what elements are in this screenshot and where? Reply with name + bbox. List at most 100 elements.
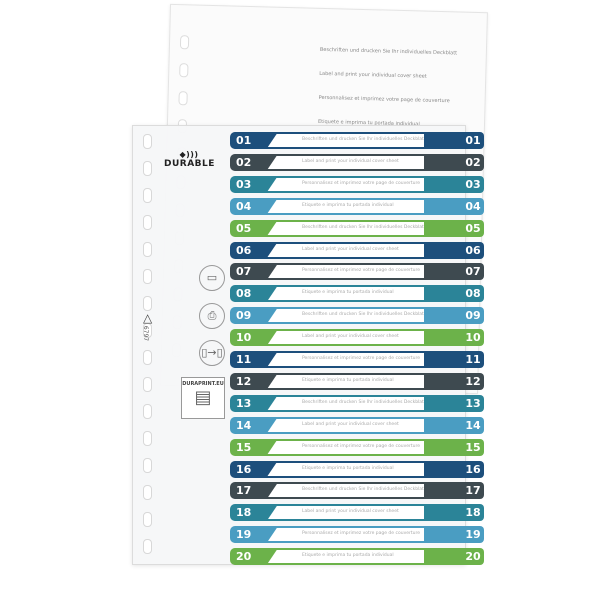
tab-color-block	[424, 197, 462, 215]
divider-tab-04[interactable]: 04 Etiquete e imprima tu portada individ…	[230, 197, 462, 215]
tab-color-block	[424, 153, 462, 171]
punch-hole	[143, 431, 152, 446]
side-tab-19[interactable]: 19	[462, 526, 484, 544]
tab-color-block	[424, 263, 462, 281]
tab-number: 02	[232, 153, 278, 171]
punch-hole	[143, 350, 152, 365]
side-tab-17[interactable]: 17	[462, 482, 484, 500]
punch-hole	[143, 404, 152, 419]
tab-number: 20	[232, 548, 278, 566]
tab-number: 08	[232, 285, 278, 303]
divider-tab-11[interactable]: 11 Personnalisez et imprimez votre page …	[230, 351, 462, 368]
insert-sheet-icon: ▯→▯	[199, 340, 225, 366]
side-tab-11[interactable]: 11	[462, 351, 484, 368]
tab-number: 07	[232, 263, 278, 281]
tab-color-block	[424, 548, 462, 566]
side-tab-18[interactable]: 18	[462, 504, 484, 522]
divider-tab-18[interactable]: 18 Label and print your individual cover…	[230, 504, 462, 522]
tab-number: 18	[232, 504, 278, 522]
recycle-icon: △	[143, 311, 153, 325]
side-tab-08[interactable]: 08	[462, 285, 484, 303]
side-tab-05[interactable]: 05	[462, 219, 484, 237]
side-tab-20[interactable]: 20	[462, 548, 484, 566]
laptop-icon: ▤	[194, 387, 212, 408]
tab-color-block	[424, 329, 462, 347]
website: DURAPRINT.EU	[182, 381, 224, 387]
divider-tab-20[interactable]: 20 Etiquete e imprima tu portada individ…	[230, 548, 462, 566]
side-tab-07[interactable]: 07	[462, 263, 484, 281]
divider-tab-13[interactable]: 13 Beschriften und drucken Sie Ihr indiv…	[230, 394, 462, 412]
tab-number: 06	[232, 241, 278, 259]
tab-cover-text: Personnalisez et imprimez votre page de …	[302, 356, 420, 361]
divider-tab-14[interactable]: 14 Label and print your individual cover…	[230, 416, 462, 434]
punch-hole	[178, 91, 188, 106]
tab-number: 12	[232, 372, 278, 390]
punch-hole	[143, 323, 152, 338]
divider-tab-19[interactable]: 19 Personnalisez et imprimez votre page …	[230, 526, 462, 544]
side-tab-15[interactable]: 15	[462, 438, 484, 456]
tab-color-block	[424, 241, 462, 259]
tab-cover-text: Personnalisez et imprimez votre page de …	[302, 443, 420, 449]
tab-number: 10	[232, 329, 278, 347]
divider-tab-17[interactable]: 17 Beschriften und drucken Sie Ihr indiv…	[230, 482, 462, 500]
divider-tab-09[interactable]: 09 Beschriften und drucken Sie Ihr indiv…	[230, 307, 462, 325]
punch-hole	[143, 539, 152, 554]
tab-cover-text: Personnalisez et imprimez votre page de …	[302, 180, 420, 186]
side-tab-14[interactable]: 14	[462, 416, 484, 434]
divider-tab-10[interactable]: 10 Label and print your individual cover…	[230, 329, 462, 347]
side-tab-01[interactable]: 01	[462, 132, 484, 149]
divider-tab-15[interactable]: 15 Personnalisez et imprimez votre page …	[230, 438, 462, 456]
tab-color-block	[424, 175, 462, 193]
tab-cover-text: Beschriften und drucken Sie Ihr individu…	[302, 487, 426, 493]
divider-tab-07[interactable]: 07 Personnalisez et imprimez votre page …	[230, 263, 462, 281]
tab-number: 16	[232, 460, 278, 478]
tab-cover-text: Personnalisez et imprimez votre page de …	[302, 268, 420, 274]
divider-tab-05[interactable]: 05 Beschriften und drucken Sie Ihr indiv…	[230, 219, 462, 237]
punch-hole	[179, 35, 190, 50]
tab-color-block	[424, 394, 462, 412]
side-tab-13[interactable]: 13	[462, 394, 484, 412]
side-tab-10[interactable]: 10	[462, 329, 484, 347]
duraprint-box: DURAPRINT.EU ▤	[181, 377, 225, 419]
divider-tab-16[interactable]: 16 Etiquete e imprima tu portada individ…	[230, 460, 462, 478]
side-tab-16[interactable]: 16	[462, 460, 484, 478]
tab-color-block	[424, 482, 462, 500]
punch-hole	[143, 377, 152, 392]
punch-hole	[179, 63, 189, 78]
tab-cover-text: Beschriften und drucken Sie Ihr individu…	[302, 224, 426, 230]
printer-icon: ⎙	[199, 303, 225, 329]
tab-number: 11	[232, 351, 278, 368]
punch-hole	[143, 188, 152, 203]
brand-text: DURABLE	[164, 159, 215, 169]
divider-tab-01[interactable]: 01 Beschriften und drucken Sie Ihr indiv…	[230, 132, 462, 149]
tab-color-block	[424, 219, 462, 237]
tab-color-block	[424, 307, 462, 325]
tab-cover-text: Beschriften und drucken Sie Ihr individu…	[302, 137, 426, 142]
tab-number: 05	[232, 219, 278, 237]
punch-hole	[143, 296, 152, 311]
tab-number: 14	[232, 416, 278, 434]
tab-cover-text: Label and print your individual cover sh…	[302, 509, 399, 515]
monitor-icon: ▭	[199, 265, 225, 291]
tab-color-block	[424, 526, 462, 544]
divider-tab-12[interactable]: 12 Etiquete e imprima tu portada individ…	[230, 372, 462, 390]
punch-hole	[143, 485, 152, 500]
punch-hole	[143, 512, 152, 527]
divider-tab-06[interactable]: 06 Label and print your individual cover…	[230, 241, 462, 259]
tab-cover-text: Label and print your individual cover sh…	[302, 158, 399, 164]
side-tab-12[interactable]: 12	[462, 372, 484, 390]
side-tab-04[interactable]: 04	[462, 197, 484, 215]
tab-number: 15	[232, 438, 278, 456]
tab-number: 17	[232, 482, 278, 500]
tab-color-block	[424, 132, 462, 149]
cover-text: Beschriften und drucken Sie Ihr individu…	[319, 46, 458, 57]
divider-tab-08[interactable]: 08 Etiquete e imprima tu portada individ…	[230, 285, 462, 303]
divider-tab-03[interactable]: 03 Personnalisez et imprimez votre page …	[230, 175, 462, 193]
side-tab-02[interactable]: 02	[462, 153, 484, 171]
side-tab-06[interactable]: 06	[462, 241, 484, 259]
cover-text: Personnalisez et imprimez votre page de …	[318, 94, 450, 105]
tab-color-block	[424, 351, 462, 368]
side-tab-03[interactable]: 03	[462, 175, 484, 193]
side-tab-09[interactable]: 09	[462, 307, 484, 325]
divider-tab-02[interactable]: 02 Label and print your individual cover…	[230, 153, 462, 171]
